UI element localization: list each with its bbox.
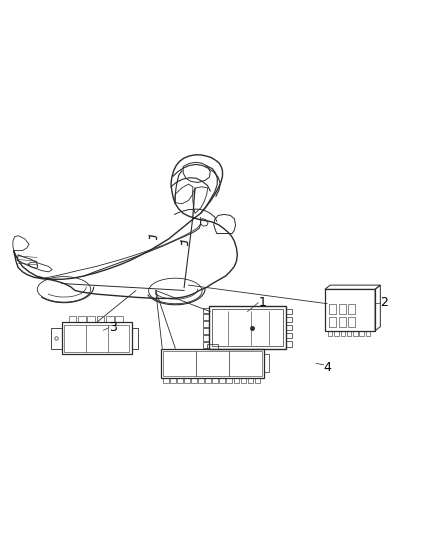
Text: 3: 3 (109, 321, 117, 334)
Text: 4: 4 (324, 361, 332, 374)
Text: 1: 1 (258, 296, 266, 309)
Text: 2: 2 (380, 296, 388, 309)
